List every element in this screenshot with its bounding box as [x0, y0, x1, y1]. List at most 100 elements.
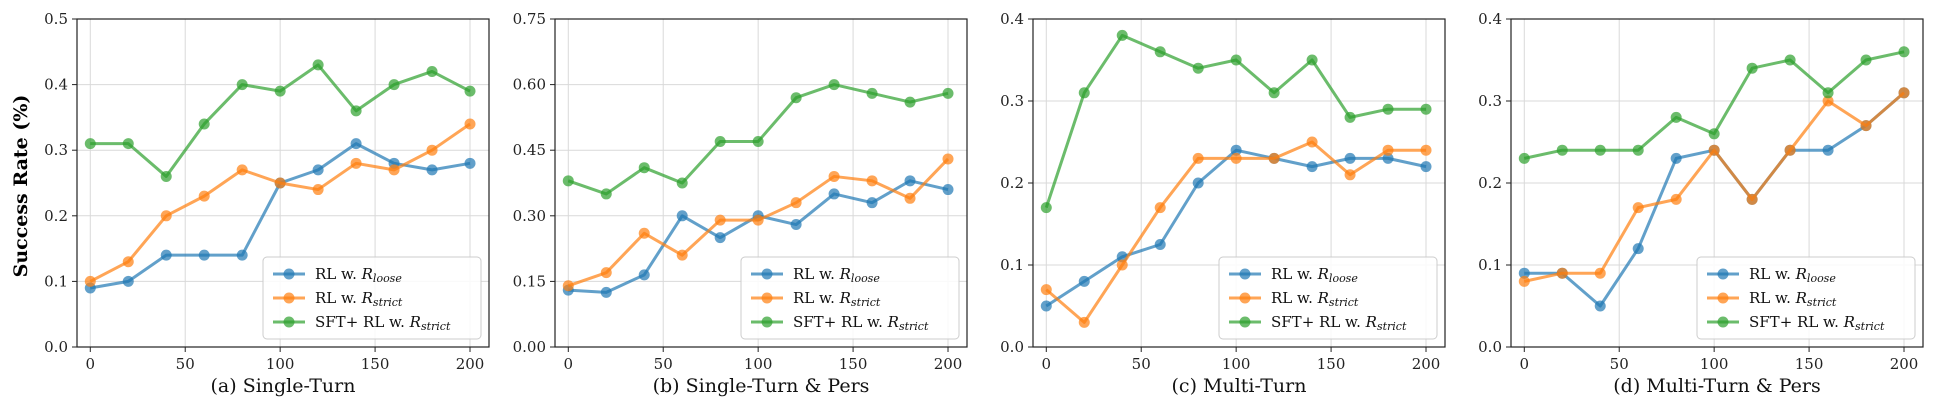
data-point — [1230, 152, 1242, 164]
legend-label: SFT+ RL w. Rstrict — [1749, 313, 1885, 333]
data-point — [1518, 275, 1530, 287]
data-point — [1040, 202, 1052, 214]
data-point — [1268, 152, 1280, 164]
y-tick-label: 0.3 — [1000, 92, 1024, 110]
y-tick-label: 0.5 — [44, 10, 68, 28]
x-tick-label: 200 — [1412, 355, 1441, 373]
data-point — [84, 275, 96, 287]
data-point — [1898, 46, 1910, 58]
data-point — [1708, 128, 1720, 140]
data-point — [198, 118, 210, 130]
data-point — [1518, 152, 1530, 164]
data-point — [1784, 54, 1796, 66]
data-point — [122, 275, 134, 287]
data-point — [1420, 103, 1432, 115]
data-point — [714, 214, 726, 226]
data-point — [1306, 136, 1318, 148]
legend-marker — [1717, 268, 1729, 280]
x-tick-label: 200 — [456, 355, 485, 373]
data-point — [350, 138, 362, 150]
x-tick-label: 0 — [1042, 355, 1052, 373]
data-point — [1230, 54, 1242, 66]
data-point — [1306, 161, 1318, 173]
y-tick-label: 0.3 — [1478, 92, 1502, 110]
data-point — [1822, 144, 1834, 156]
data-point — [236, 164, 248, 176]
data-point — [1556, 267, 1568, 279]
y-tick-label: 0.45 — [513, 141, 546, 159]
data-point — [198, 249, 210, 261]
data-point — [1306, 54, 1318, 66]
data-point — [562, 280, 574, 292]
legend-label: RL w. Rloose — [1749, 265, 1836, 285]
data-point — [274, 177, 286, 189]
data-point — [1594, 267, 1606, 279]
data-point — [866, 175, 878, 187]
y-tick-label: 0.4 — [1000, 10, 1024, 28]
legend-marker — [1239, 268, 1251, 280]
legend: RL w. Rloose RL w. Rstrict SFT+ RL w. Rstr… — [1696, 256, 1916, 340]
data-point — [866, 87, 878, 99]
data-point — [904, 175, 916, 187]
legend-box — [1696, 256, 1916, 340]
x-tick-label: 50 — [176, 355, 195, 373]
y-tick-label: 0.0 — [1478, 338, 1502, 356]
chart-title: (b) Single-Turn & Pers — [653, 375, 870, 397]
data-point — [1116, 259, 1128, 271]
data-point — [122, 256, 134, 268]
data-point — [676, 177, 688, 189]
data-point — [1594, 144, 1606, 156]
legend-label: SFT+ RL w. Rstrict — [1271, 313, 1407, 333]
data-point — [1040, 300, 1052, 312]
y-tick-label: 0.4 — [1478, 10, 1502, 28]
legend-marker — [761, 268, 773, 280]
data-point — [1822, 87, 1834, 99]
y-tick-label: 0.1 — [44, 272, 68, 290]
x-tick-label: 0 — [564, 355, 574, 373]
y-tick-label: 0.2 — [44, 207, 68, 225]
data-point — [1344, 111, 1356, 123]
x-tick-label: 100 — [744, 355, 773, 373]
y-tick-label: 0.3 — [44, 141, 68, 159]
x-tick-label: 150 — [1317, 355, 1346, 373]
data-point — [160, 170, 172, 182]
data-point — [1518, 267, 1530, 279]
data-point — [236, 79, 248, 91]
data-point — [752, 135, 764, 147]
x-tick-label: 50 — [654, 355, 673, 373]
legend-box — [262, 256, 482, 340]
y-tick-label: 0.2 — [1000, 174, 1024, 192]
data-point — [1420, 144, 1432, 156]
legend-marker — [761, 292, 773, 304]
legend-label: RL w. Rstrict — [315, 289, 403, 309]
data-point — [464, 157, 476, 169]
legend-marker — [1717, 316, 1729, 328]
y-tick-label: 0.30 — [513, 207, 546, 225]
data-point — [1040, 284, 1052, 296]
x-tick-label: 100 — [1222, 355, 1251, 373]
data-point — [1632, 243, 1644, 255]
data-point — [942, 184, 954, 196]
data-point — [236, 249, 248, 261]
x-tick-label: 100 — [266, 355, 295, 373]
data-point — [1670, 193, 1682, 205]
data-point — [562, 175, 574, 187]
data-point — [790, 219, 802, 231]
data-point — [1154, 46, 1166, 58]
chart-panel-4: 0 50 100 150 200 0.0 0.1 0.2 0.3 0.4 (d) Multi-Tur… — [1478, 10, 1924, 397]
data-point — [1860, 54, 1872, 66]
legend-marker — [283, 316, 295, 328]
x-tick-label: 0 — [1520, 355, 1530, 373]
data-point — [942, 87, 954, 99]
y-tick-label: 0.1 — [1000, 256, 1024, 274]
x-tick-label: 150 — [1795, 355, 1824, 373]
axes-frame — [554, 18, 968, 348]
data-point — [790, 92, 802, 104]
data-point — [388, 164, 400, 176]
y-tick-label: 0.75 — [513, 10, 546, 28]
data-point — [828, 79, 840, 91]
data-point — [1078, 87, 1090, 99]
data-point — [1632, 202, 1644, 214]
y-tick-label: 0.00 — [513, 338, 546, 356]
x-tick-label: 100 — [1700, 355, 1729, 373]
